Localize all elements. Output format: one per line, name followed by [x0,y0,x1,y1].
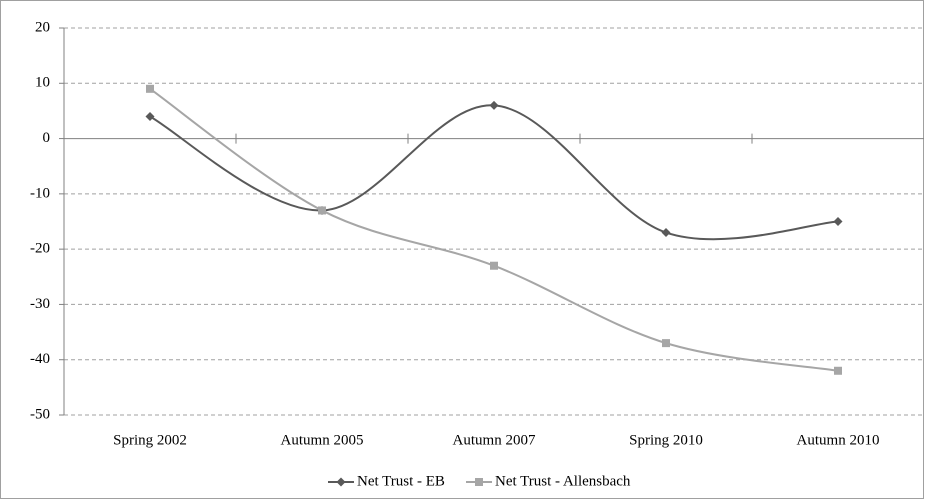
x-tick-label: Autumn 2007 [453,432,536,448]
y-tick-label: -30 [30,296,50,312]
data-point [833,217,843,226]
data-point [661,228,671,238]
data-point [145,111,155,121]
y-tick-label: -40 [30,351,50,367]
x-tick-label: Autumn 2005 [281,432,364,448]
x-tick-label: Spring 2002 [113,432,187,448]
y-tick-label: 20 [35,19,50,35]
data-point [834,366,842,375]
y-tick-label: 10 [35,75,50,91]
legend-marker [475,478,483,486]
data-point [662,339,670,348]
data-point [489,100,499,110]
legend-item: Net Trust - EB [328,473,445,489]
legend-label: Net Trust - EB [357,473,445,489]
data-point [318,206,326,215]
legend-item: Net Trust - Allensbach [466,473,631,489]
x-tick-label: Autumn 2010 [797,432,880,448]
legend-marker [336,477,346,487]
data-point [146,84,154,93]
y-tick-label: -50 [30,406,50,422]
y-tick-label: -10 [30,185,50,201]
data-point [490,261,498,270]
y-tick-label: 0 [43,130,51,146]
legend-label: Net Trust - Allensbach [495,473,631,489]
x-tick-label: Spring 2010 [629,432,703,448]
y-tick-label: -20 [30,241,50,257]
